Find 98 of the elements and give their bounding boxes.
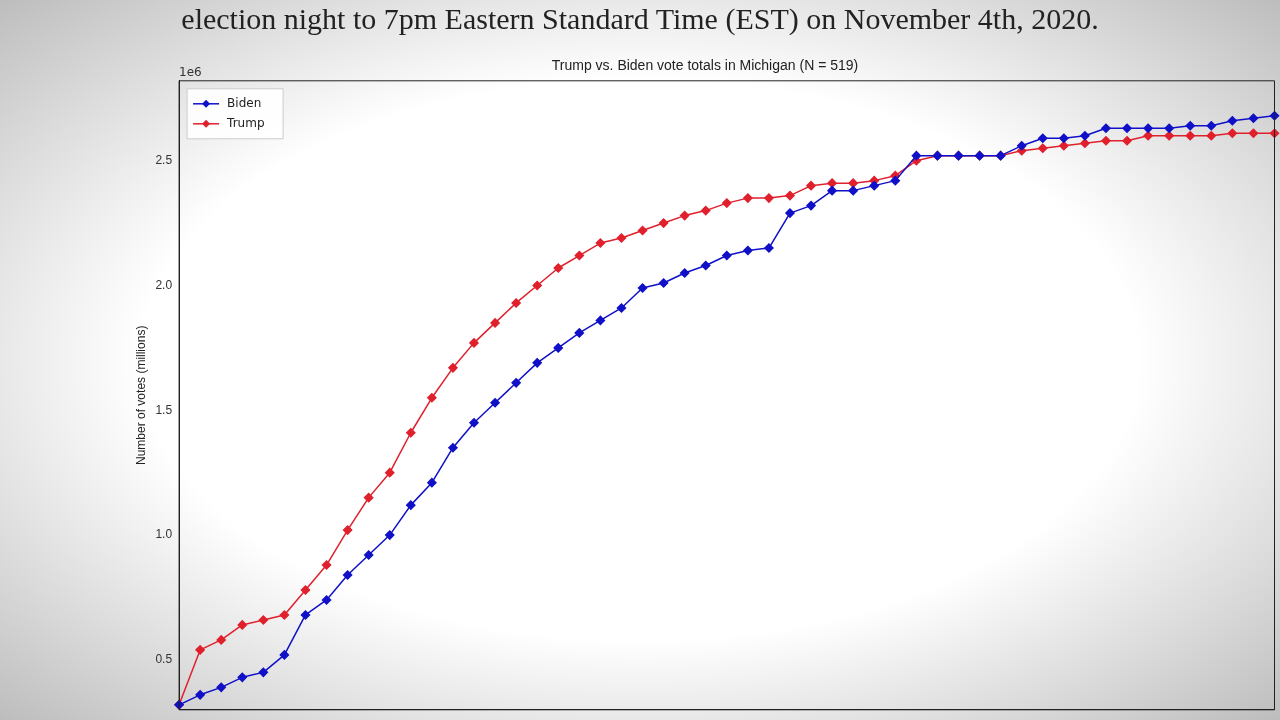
point	[1101, 123, 1111, 133]
point	[700, 260, 711, 271]
point	[574, 250, 585, 261]
point	[532, 280, 542, 291]
point	[785, 190, 795, 201]
y-tick-label: 0.5	[155, 652, 173, 667]
point	[490, 318, 500, 328]
y-tick-label: 1.0	[155, 527, 173, 542]
point	[595, 315, 606, 326]
point	[1101, 135, 1111, 146]
point	[1164, 123, 1174, 133]
point	[911, 150, 922, 161]
point	[469, 418, 479, 428]
point	[216, 682, 226, 693]
point	[595, 238, 606, 248]
point	[785, 208, 795, 218]
point	[1185, 120, 1195, 131]
point	[427, 393, 437, 403]
point	[1080, 138, 1090, 148]
point	[679, 210, 690, 221]
point	[279, 610, 290, 620]
point	[764, 193, 774, 203]
point	[574, 328, 585, 338]
point	[237, 620, 248, 630]
chart-title: Trump vs. Biden vote totals in Michigan (N = 519)	[551, 57, 859, 74]
point	[1185, 130, 1195, 141]
point	[743, 193, 753, 203]
point	[1206, 130, 1217, 141]
point	[848, 178, 858, 188]
point	[1143, 123, 1153, 133]
y-tick-label: 2.0	[155, 277, 173, 292]
point	[1038, 133, 1048, 143]
point	[384, 467, 395, 478]
point	[237, 672, 248, 683]
legend-label: Trump	[226, 115, 265, 130]
point	[448, 363, 458, 373]
point	[637, 225, 648, 236]
point	[195, 645, 205, 655]
point	[722, 250, 732, 261]
point	[848, 185, 858, 196]
point	[764, 243, 774, 253]
point	[827, 185, 837, 196]
point	[1038, 143, 1048, 153]
point	[679, 268, 690, 278]
point	[469, 338, 479, 348]
point	[890, 175, 901, 186]
point	[806, 180, 816, 191]
point	[553, 343, 564, 353]
point	[553, 263, 564, 273]
point	[722, 198, 732, 208]
point	[658, 278, 669, 288]
point	[342, 570, 353, 580]
point	[511, 378, 521, 388]
point	[448, 442, 458, 453]
point	[406, 500, 416, 510]
point	[827, 178, 837, 188]
point	[616, 303, 627, 313]
point	[216, 635, 226, 645]
point	[321, 560, 332, 570]
y-axis-title: Number of votes (millions)	[133, 325, 148, 465]
point	[511, 298, 521, 308]
point	[637, 283, 648, 293]
point	[258, 615, 269, 625]
point	[300, 585, 311, 595]
point	[1227, 128, 1238, 138]
point	[1227, 115, 1238, 126]
point	[1122, 135, 1132, 146]
point	[1080, 130, 1090, 141]
point	[490, 398, 500, 408]
point	[700, 205, 711, 216]
text: election night to 7pm Eastern Standard Time (EST) on November 4th, 2020.	[180, 2, 1100, 36]
point	[616, 233, 627, 243]
point	[363, 492, 374, 503]
point	[658, 218, 669, 228]
point	[1122, 123, 1132, 133]
point	[195, 690, 205, 700]
point	[279, 650, 290, 660]
point	[384, 530, 395, 540]
point	[363, 550, 374, 560]
point	[427, 477, 437, 488]
point	[406, 427, 416, 438]
point	[342, 525, 353, 535]
point	[1248, 113, 1259, 123]
point	[743, 245, 753, 256]
point	[321, 595, 332, 605]
point	[806, 200, 816, 211]
point	[258, 667, 269, 678]
point	[869, 180, 879, 191]
y-tick-label: 2.5	[155, 152, 173, 167]
text: 1e6	[179, 64, 202, 79]
y-tick-label: 1.5	[155, 402, 173, 417]
point	[532, 358, 542, 368]
point	[1059, 133, 1069, 143]
point	[1016, 140, 1027, 151]
point	[1248, 128, 1259, 138]
point	[1206, 120, 1217, 131]
legend-label: Biden	[227, 95, 262, 110]
point	[300, 610, 311, 620]
